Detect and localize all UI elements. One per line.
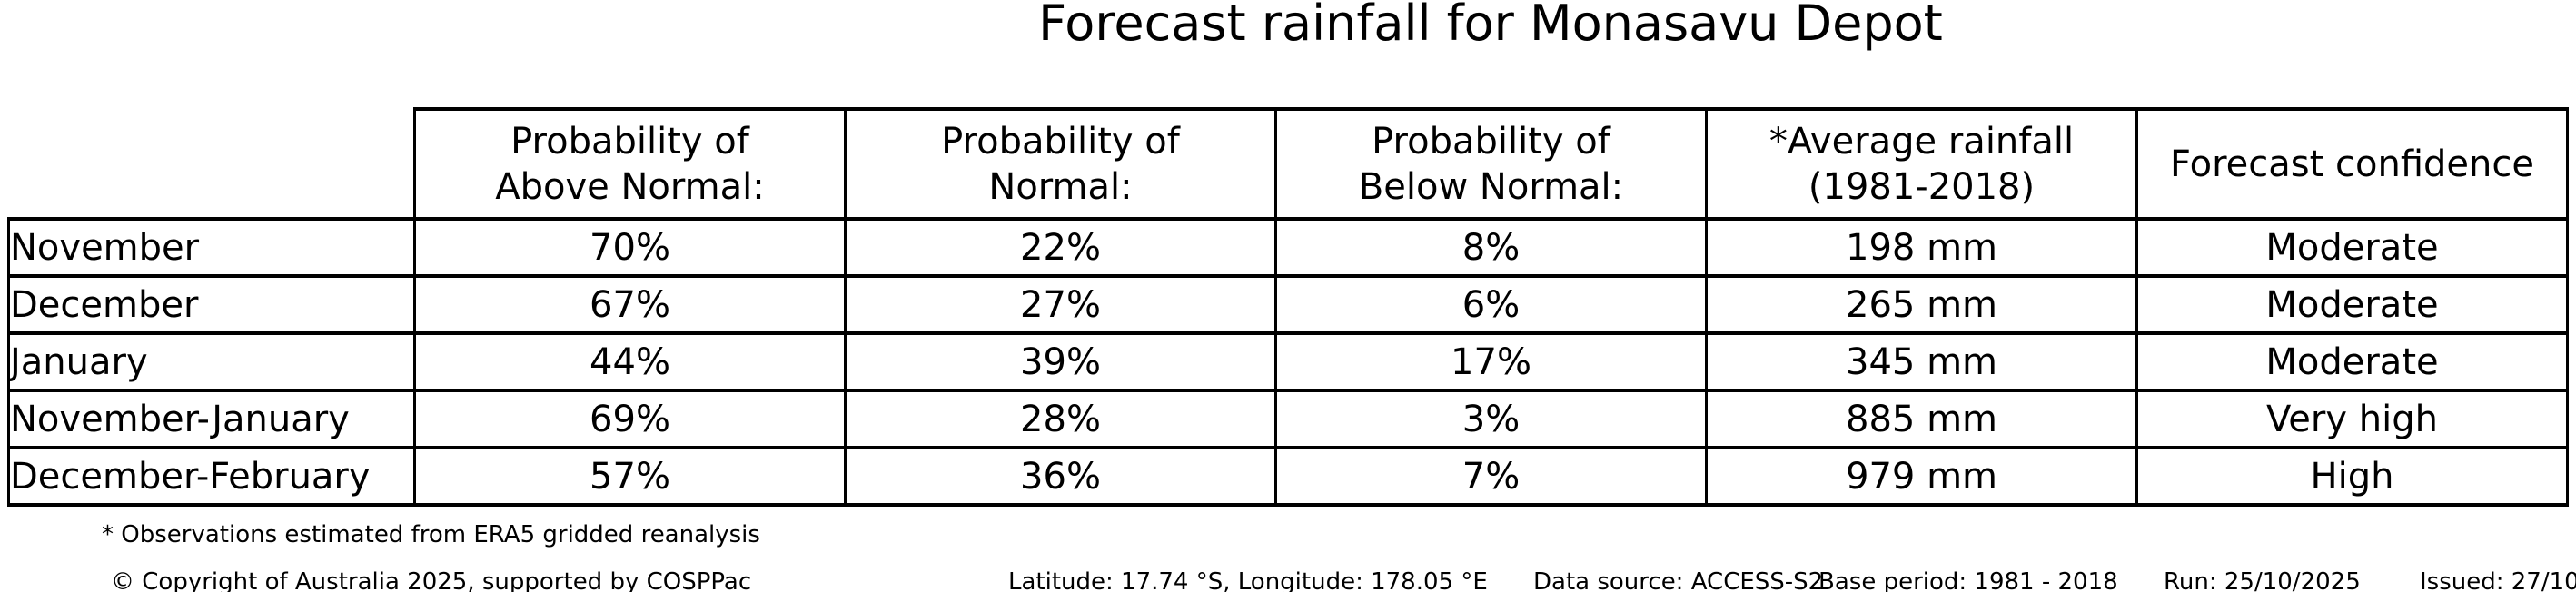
- cell-normal: 27%: [844, 274, 1277, 335]
- cell-confidence: High: [2135, 446, 2569, 507]
- corner-cell: [9, 109, 415, 219]
- table-row-november: November 70% 22% 8% 198 mm Moderate: [7, 217, 2569, 278]
- data-source-text: Data source: ACCESS-S2: [1533, 568, 1824, 592]
- cell-above-normal: 69%: [413, 389, 847, 449]
- cell-avg-rainfall: 885 mm: [1705, 389, 2138, 449]
- table-row-november-january: November-January 69% 28% 3% 885 mm Very …: [7, 389, 2569, 449]
- cell-confidence: Moderate: [2135, 274, 2569, 335]
- table-row-january: January 44% 39% 17% 345 mm Moderate: [7, 331, 2569, 392]
- cell-avg-rainfall: 979 mm: [1705, 446, 2138, 507]
- cell-period: November: [7, 217, 416, 278]
- cell-confidence: Very high: [2135, 389, 2569, 449]
- forecast-table: Probability of Above Normal: Probability…: [7, 107, 2569, 507]
- cell-above-normal: 67%: [413, 274, 847, 335]
- table-header-row: Probability of Above Normal: Probability…: [9, 107, 2569, 221]
- col-header-normal: Probability of Normal:: [844, 107, 1277, 221]
- col-header-label: Probability of Above Normal:: [495, 120, 765, 208]
- issued-date-text: Issued: 27/10/2025: [2420, 568, 2576, 592]
- base-period-text: Base period: 1981 - 2018: [1818, 568, 2118, 592]
- col-header-label: Forecast confidence: [2170, 143, 2534, 185]
- table-row-december: December 67% 27% 6% 265 mm Moderate: [7, 274, 2569, 335]
- cell-below-normal: 6%: [1274, 274, 1708, 335]
- copyright-text: © Copyright of Australia 2025, supported…: [111, 568, 752, 592]
- footnote: * Observations estimated from ERA5 gridd…: [102, 521, 760, 548]
- cell-below-normal: 3%: [1274, 389, 1708, 449]
- col-header-label: Probability of Normal:: [941, 120, 1180, 208]
- location-text: Latitude: 17.74 °S, Longitude: 178.05 °E: [1008, 568, 1488, 592]
- cell-period: December: [7, 274, 416, 335]
- cell-below-normal: 8%: [1274, 217, 1708, 278]
- cell-below-normal: 17%: [1274, 331, 1708, 392]
- cell-period: January: [7, 331, 416, 392]
- cell-above-normal: 57%: [413, 446, 847, 507]
- col-header-avg-rainfall: *Average rainfall (1981-2018): [1705, 107, 2138, 221]
- col-header-below-normal: Probability of Below Normal:: [1274, 107, 1708, 221]
- cell-confidence: Moderate: [2135, 217, 2569, 278]
- col-header-above-normal: Probability of Above Normal:: [413, 107, 847, 221]
- cell-normal: 22%: [844, 217, 1277, 278]
- cell-normal: 36%: [844, 446, 1277, 507]
- cell-avg-rainfall: 345 mm: [1705, 331, 2138, 392]
- cell-period: November-January: [7, 389, 416, 449]
- cell-avg-rainfall: 265 mm: [1705, 274, 2138, 335]
- figure-title: Forecast rainfall for Monasavu Depot: [1038, 0, 1943, 52]
- col-header-confidence: Forecast confidence: [2135, 107, 2569, 221]
- cell-confidence: Moderate: [2135, 331, 2569, 392]
- col-header-label: Probability of Below Normal:: [1358, 120, 1624, 208]
- cell-normal: 28%: [844, 389, 1277, 449]
- cell-normal: 39%: [844, 331, 1277, 392]
- cell-period: December-February: [7, 446, 416, 507]
- cell-below-normal: 7%: [1274, 446, 1708, 507]
- cell-above-normal: 44%: [413, 331, 847, 392]
- run-date-text: Run: 25/10/2025: [2164, 568, 2361, 592]
- cell-avg-rainfall: 198 mm: [1705, 217, 2138, 278]
- col-header-label: *Average rainfall (1981-2018): [1769, 120, 2075, 208]
- table-row-december-february: December-February 57% 36% 7% 979 mm High: [7, 446, 2569, 507]
- cell-above-normal: 70%: [413, 217, 847, 278]
